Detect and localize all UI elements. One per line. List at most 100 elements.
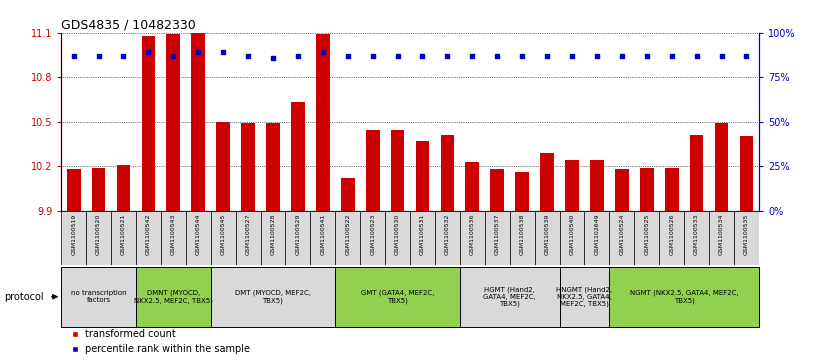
Bar [665, 168, 679, 211]
Bar [690, 135, 703, 211]
Bar [709, 211, 734, 265]
Bar [460, 267, 560, 327]
Bar [360, 211, 385, 265]
Text: GSM1100542: GSM1100542 [146, 213, 151, 255]
Bar [435, 211, 460, 265]
Point [117, 53, 130, 59]
Bar [286, 211, 310, 265]
Bar [560, 267, 610, 327]
Point [690, 53, 703, 59]
Text: GSM1100530: GSM1100530 [395, 213, 400, 254]
Bar [111, 211, 136, 265]
Point [490, 53, 503, 59]
Bar [316, 34, 330, 211]
Text: GSM1100529: GSM1100529 [295, 213, 300, 255]
Bar [615, 169, 628, 211]
Bar [166, 34, 180, 211]
Text: GDS4835 / 10482330: GDS4835 / 10482330 [61, 19, 196, 32]
Text: GSM1100539: GSM1100539 [544, 213, 550, 255]
Text: GSM1100520: GSM1100520 [96, 213, 101, 254]
Text: HNGMT (Hand2,
NKX2.5, GATA4,
MEF2C, TBX5): HNGMT (Hand2, NKX2.5, GATA4, MEF2C, TBX5… [557, 286, 613, 307]
Point [242, 53, 255, 59]
Text: GSM1100525: GSM1100525 [645, 213, 650, 254]
Text: GSM1100532: GSM1100532 [445, 213, 450, 255]
Bar [335, 211, 360, 265]
Bar [565, 160, 579, 211]
Text: GSM1100537: GSM1100537 [494, 213, 499, 255]
Bar [136, 211, 161, 265]
Bar [734, 211, 759, 265]
Bar [465, 162, 479, 211]
Text: GSM1100545: GSM1100545 [220, 213, 226, 254]
Text: no transcription
factors: no transcription factors [71, 290, 126, 303]
Point [317, 49, 330, 55]
Bar [236, 211, 260, 265]
Bar [61, 211, 86, 265]
Point [516, 53, 529, 59]
Point [366, 53, 379, 59]
Text: GSM1100521: GSM1100521 [121, 213, 126, 254]
Bar [291, 102, 304, 211]
Bar [61, 267, 136, 327]
Bar [86, 211, 111, 265]
Bar [610, 211, 634, 265]
Bar [141, 36, 155, 211]
Bar [590, 160, 604, 211]
Point [391, 53, 404, 59]
Point [341, 53, 354, 59]
Text: GSM1100540: GSM1100540 [570, 213, 574, 254]
Point [267, 55, 280, 61]
Text: GSM1100524: GSM1100524 [619, 213, 624, 255]
Point [466, 53, 479, 59]
Bar [391, 130, 405, 211]
Text: GSM1100535: GSM1100535 [744, 213, 749, 254]
Bar [540, 153, 554, 211]
Bar [560, 211, 584, 265]
Point [441, 53, 454, 59]
Text: GSM1100523: GSM1100523 [370, 213, 375, 255]
Text: GSM1100522: GSM1100522 [345, 213, 350, 255]
Text: NGMT (NKX2.5, GATA4, MEF2C,
TBX5): NGMT (NKX2.5, GATA4, MEF2C, TBX5) [630, 290, 738, 304]
Text: GSM1100534: GSM1100534 [719, 213, 724, 255]
Point [67, 53, 80, 59]
Bar [242, 123, 255, 211]
Point [166, 53, 180, 59]
Text: GMT (GATA4, MEF2C,
TBX5): GMT (GATA4, MEF2C, TBX5) [361, 290, 434, 304]
Text: GSM1100531: GSM1100531 [420, 213, 425, 254]
Point [416, 53, 429, 59]
Bar [266, 123, 280, 211]
Bar [335, 267, 460, 327]
Bar [216, 122, 230, 211]
Bar [485, 211, 510, 265]
Text: GSM1100544: GSM1100544 [196, 213, 201, 255]
Point [92, 53, 105, 59]
Point [665, 53, 678, 59]
Bar [117, 164, 131, 211]
Text: GSM1100541: GSM1100541 [321, 213, 326, 254]
Bar [510, 211, 534, 265]
Bar [211, 267, 335, 327]
Text: GSM1100526: GSM1100526 [669, 213, 674, 254]
Point [216, 49, 229, 55]
Text: GSM1100538: GSM1100538 [520, 213, 525, 254]
Bar [91, 168, 105, 211]
Bar [584, 211, 610, 265]
Point [565, 53, 579, 59]
Point [291, 53, 304, 59]
Bar [410, 211, 435, 265]
Bar [659, 211, 684, 265]
Point [641, 53, 654, 59]
Bar [385, 211, 410, 265]
Bar [684, 211, 709, 265]
Bar [310, 211, 335, 265]
Bar [534, 211, 560, 265]
Bar [460, 211, 485, 265]
Point [591, 53, 604, 59]
Bar [441, 135, 455, 211]
Bar [715, 123, 729, 211]
Point [192, 49, 205, 55]
Bar [186, 211, 211, 265]
Text: DMNT (MYOCD,
NKX2.5, MEF2C, TBX5): DMNT (MYOCD, NKX2.5, MEF2C, TBX5) [134, 290, 213, 304]
Text: protocol: protocol [4, 292, 43, 302]
Bar [739, 136, 753, 211]
